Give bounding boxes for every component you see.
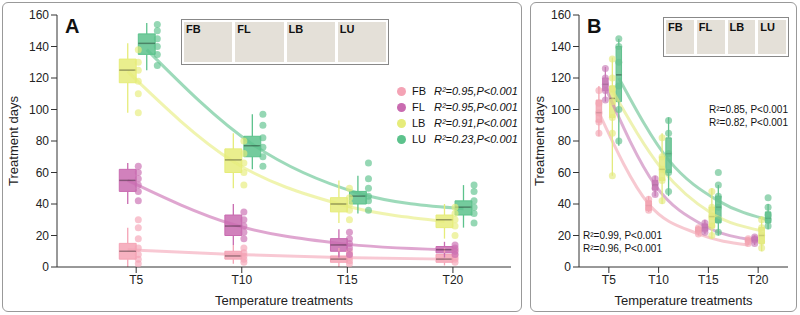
html-text:LB: LB <box>729 21 745 33</box>
html-text:FB: FB <box>668 21 683 33</box>
svg-text:160: 160 <box>551 8 571 22</box>
html-text:R²=0.99, P<0.001: R²=0.99, P<0.001 <box>583 230 662 241</box>
html-text:R²=0.91,P<0.001: R²=0.91,P<0.001 <box>434 117 518 129</box>
html-text:R²=0.82, P<0.001: R²=0.82, P<0.001 <box>709 117 788 128</box>
html-text:R²=0.23,P<0.001: R²=0.23,P<0.001 <box>434 133 518 145</box>
svg-text:Temperature treatments: Temperature treatments <box>215 293 354 308</box>
svg-text:140: 140 <box>551 40 571 54</box>
html-text:LU: LU <box>412 133 427 145</box>
svg-text:T15: T15 <box>337 273 358 287</box>
html-text:R²=0.95,P<0.001: R²=0.95,P<0.001 <box>434 101 518 113</box>
svg-text:T20: T20 <box>748 273 769 287</box>
html-text:R²=0.96, P<0.001: R²=0.96, P<0.001 <box>583 243 662 254</box>
html-text:LU: LU <box>339 23 355 35</box>
html-text:A: A <box>65 15 80 37</box>
svg-text:120: 120 <box>551 71 571 85</box>
html-text:R²=0.95,P<0.001: R²=0.95,P<0.001 <box>434 85 518 97</box>
svg-text:T10: T10 <box>231 273 252 287</box>
svg-text:20: 20 <box>558 229 572 243</box>
html-text:FL: FL <box>412 101 425 113</box>
svg-text:0: 0 <box>564 260 571 274</box>
svg-text:T10: T10 <box>648 273 669 287</box>
html-text:LU: LU <box>760 21 775 33</box>
svg-text:T5: T5 <box>129 273 143 287</box>
svg-text:20: 20 <box>36 229 50 243</box>
html-text:FB: FB <box>412 85 427 97</box>
svg-text:Treatment days: Treatment days <box>8 96 21 186</box>
svg-text:0: 0 <box>42 260 49 274</box>
svg-text:100: 100 <box>551 103 571 117</box>
svg-text:Temperature treatments: Temperature treatments <box>614 293 753 308</box>
html-text:LB: LB <box>412 117 426 129</box>
svg-text:160: 160 <box>29 8 49 22</box>
html-text:FL: FL <box>698 21 713 33</box>
svg-text:Treatment days: Treatment days <box>532 96 547 186</box>
svg-text:60: 60 <box>558 166 572 180</box>
svg-text:T20: T20 <box>443 273 464 287</box>
html-text:FB: FB <box>186 23 201 35</box>
svg-text:80: 80 <box>36 134 50 148</box>
html-text:R²=0.85, P<0.001: R²=0.85, P<0.001 <box>709 104 788 115</box>
html-text:FL: FL <box>237 23 251 35</box>
svg-text:140: 140 <box>29 40 49 54</box>
svg-text:60: 60 <box>36 166 50 180</box>
html-text:B: B <box>587 15 602 37</box>
html-text:LB: LB <box>288 23 304 35</box>
svg-text:40: 40 <box>36 197 50 211</box>
svg-text:120: 120 <box>29 71 49 85</box>
svg-text:T5: T5 <box>602 273 616 287</box>
svg-text:100: 100 <box>29 103 49 117</box>
svg-text:80: 80 <box>558 134 572 148</box>
svg-text:40: 40 <box>558 197 572 211</box>
svg-text:T15: T15 <box>698 273 719 287</box>
